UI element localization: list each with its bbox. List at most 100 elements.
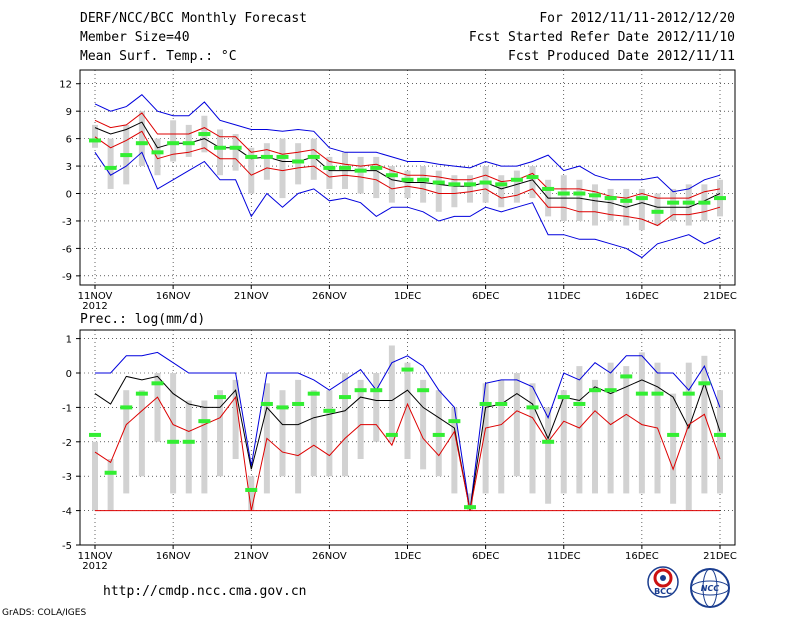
x-tick-label: 21DEC	[703, 551, 737, 562]
observed-marker	[89, 138, 101, 143]
observed-marker	[120, 405, 133, 410]
y-tick-label: -9	[62, 272, 72, 283]
observed-marker	[401, 367, 414, 372]
spread-box	[701, 355, 708, 494]
spread-box	[420, 166, 427, 203]
x-tick-label: 6DEC	[472, 291, 499, 302]
x-tick-label: 21NOV	[234, 291, 269, 302]
spread-box	[467, 493, 473, 511]
observed-marker	[276, 405, 289, 410]
spread-box	[467, 175, 473, 203]
series-line-max	[95, 351, 721, 511]
observed-marker	[635, 391, 648, 396]
temperature-panel: 11NOV 16NOV 21NOV 26NOV 1DEC 6DEC 11DEC 16DEC 21…	[59, 69, 737, 312]
observed-marker	[417, 388, 430, 393]
variable-label: Mean Surf. Temp.: °C	[80, 49, 237, 64]
observed-marker	[198, 419, 211, 424]
series-line-lower	[94, 130, 721, 227]
observed-marker	[182, 439, 195, 444]
observed-marker	[245, 487, 258, 492]
observed-marker	[276, 154, 289, 159]
spread-box	[154, 373, 161, 442]
observed-marker	[620, 198, 633, 203]
observed-marker	[432, 432, 445, 437]
spread-box	[107, 138, 114, 189]
observed-marker	[292, 401, 305, 406]
spread-box	[498, 175, 505, 208]
spread-box	[248, 147, 255, 194]
spread-box	[295, 379, 302, 494]
observed-marker	[417, 177, 430, 182]
spread-box	[170, 373, 177, 494]
spread-box	[607, 188, 614, 221]
observed-marker	[339, 395, 351, 400]
spread-box	[326, 156, 333, 189]
spread-box	[592, 184, 598, 226]
observed-marker	[557, 395, 570, 400]
observed-marker	[667, 200, 680, 205]
observed-marker	[604, 388, 617, 393]
observed-marker	[307, 154, 320, 159]
y-tick-label: -5	[62, 541, 72, 552]
x-tick-label: 1DEC	[394, 291, 421, 302]
spread-box	[576, 179, 583, 221]
spread-box	[357, 156, 364, 194]
series-line-min	[94, 151, 721, 259]
spread-box	[420, 379, 427, 470]
observed-marker	[323, 408, 336, 413]
observed-marker	[401, 177, 414, 182]
spread-box	[248, 476, 255, 511]
x-tick-label: 26NOV	[312, 551, 347, 562]
spread-box	[326, 390, 333, 477]
bcc-logo: BCC	[647, 566, 679, 598]
y-tick-label: 0	[66, 369, 72, 380]
y-tick-label: -3	[62, 472, 72, 483]
x-tick-label: 21NOV	[234, 551, 269, 562]
x-tick-label: 6DEC	[472, 551, 499, 562]
x-year-label: 2012	[82, 561, 107, 572]
observed-marker	[714, 196, 726, 201]
spread-box	[170, 120, 177, 162]
observed-marker	[198, 132, 211, 137]
observed-marker	[698, 200, 711, 205]
spread-box	[154, 138, 161, 176]
spread-box	[592, 379, 598, 494]
spread-box	[185, 124, 192, 157]
observed-marker	[557, 191, 570, 196]
y-tick-label: -1	[62, 403, 72, 414]
observed-marker	[448, 182, 461, 187]
observed-marker	[620, 374, 633, 379]
observed-marker	[89, 432, 101, 437]
observed-marker	[682, 200, 695, 205]
observed-marker	[635, 196, 648, 201]
observed-marker	[479, 180, 492, 185]
observed-marker	[542, 439, 555, 444]
x-tick-label: 16NOV	[156, 291, 191, 302]
spread-box	[670, 393, 677, 504]
observed-marker	[573, 401, 586, 406]
series-line-max	[94, 94, 721, 193]
observed-marker	[385, 173, 398, 178]
spread-box	[107, 459, 114, 511]
observed-marker	[104, 165, 117, 170]
spread-box	[717, 390, 723, 494]
x-tick-label: 11DEC	[547, 551, 581, 562]
precipitation-panel: 11NOV 16NOV 21NOV 26NOV 1DEC 6DEC 11DEC 16DEC 21…	[62, 329, 737, 572]
spread-box	[232, 379, 239, 459]
observed-marker	[260, 154, 273, 159]
forecast-period-label: For 2012/11/11-2012/12/20	[539, 11, 735, 26]
x-year-label: 2012	[82, 301, 107, 312]
observed-marker	[354, 168, 367, 173]
series-line-mean	[94, 121, 721, 208]
spread-box	[607, 362, 614, 494]
observed-marker	[714, 432, 726, 437]
y-tick-label: 3	[66, 162, 72, 173]
spread-box	[232, 134, 239, 171]
observed-marker	[229, 145, 242, 150]
observed-marker	[292, 159, 305, 164]
y-tick-label: 12	[59, 80, 72, 91]
spread-box	[529, 383, 536, 494]
observed-marker	[651, 209, 664, 214]
observed-marker	[542, 186, 555, 191]
spread-box	[357, 379, 364, 459]
